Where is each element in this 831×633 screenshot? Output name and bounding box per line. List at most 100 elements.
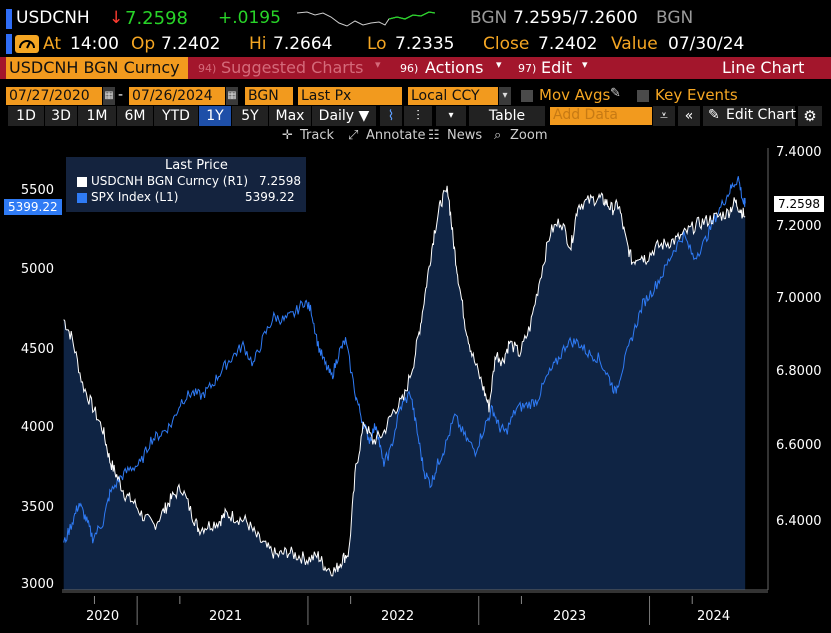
last-price: 7.2598	[125, 8, 188, 29]
bid-ask: 7.2595/7.2600	[513, 8, 638, 28]
table-button[interactable]: Table	[469, 106, 545, 126]
right-tick-label: 7.2000	[776, 219, 822, 234]
add-data-placeholder: Add Data	[553, 107, 618, 123]
field-input[interactable]: Last Px	[298, 87, 402, 105]
line-chart-icon[interactable]: ⌇	[380, 106, 402, 126]
menu-bar	[0, 57, 831, 79]
high-label: Hi	[249, 34, 267, 54]
news-icon[interactable]: ☷	[428, 128, 440, 143]
start-date-input[interactable]: 07/27/2020	[6, 87, 102, 105]
collapse-icon[interactable]: «	[678, 106, 700, 126]
usdcnh-last-tag: 7.2598	[774, 196, 824, 212]
edit-chart-button[interactable]	[703, 106, 795, 126]
right-tick-label: 7.0000	[776, 291, 822, 306]
range-ytd[interactable]: YTD	[154, 106, 198, 126]
open-value: 7.2402	[161, 34, 221, 54]
usdcnh-series-line	[63, 185, 746, 577]
suggested-number: 94)	[198, 62, 217, 75]
legend-spx-value: 5399.22	[245, 190, 295, 204]
calendar-icon[interactable]: ▦	[226, 87, 238, 105]
low-label: Lo	[367, 34, 387, 54]
range-3d[interactable]: 3D	[45, 106, 77, 126]
left-tick-label: 4500	[20, 342, 54, 357]
x-tick-label: 2021	[209, 609, 243, 624]
track-tool[interactable]: Track	[300, 128, 335, 143]
legend-usdcnh: USDCNH BGN Curncy (R1)	[91, 174, 249, 188]
value-date: 07/30/24	[668, 34, 745, 54]
key-events-checkbox[interactable]	[637, 90, 649, 102]
chart-legend	[66, 157, 306, 212]
spx-last-tag: 5399.22	[4, 199, 62, 215]
add-data-input[interactable]	[550, 107, 652, 125]
pencil-icon[interactable]: ✎	[610, 86, 621, 101]
chevron-down-icon[interactable]: ▾	[499, 87, 511, 105]
end-date-input[interactable]: 07/26/2024	[129, 87, 225, 105]
legend-spx: SPX Index (L1)	[91, 190, 179, 204]
pencil-icon: ✎	[708, 107, 720, 123]
filter-icon[interactable]: ⩡	[653, 106, 675, 126]
x-tick-label: 2022	[381, 609, 415, 624]
suggested-charts-menu[interactable]: Suggested Charts	[221, 58, 364, 77]
source-input[interactable]: BGN	[245, 87, 293, 105]
gauge-icon[interactable]	[15, 35, 39, 53]
quote-source-2: BGN	[656, 8, 694, 28]
x-tick-label: 2024	[697, 609, 731, 624]
low-value: 7.2335	[395, 34, 455, 54]
news-tool[interactable]: News	[447, 128, 483, 143]
value-label: Value	[611, 34, 658, 54]
chevron-down-icon[interactable]: ▾	[496, 58, 502, 71]
range-1d[interactable]: 1D	[8, 106, 44, 126]
calendar-icon[interactable]: ▦	[103, 87, 115, 105]
right-tick-label: 6.4000	[776, 514, 822, 529]
open-label: Op	[131, 34, 156, 54]
range-5y[interactable]: 5Y	[232, 106, 268, 126]
edit-number: 97)	[518, 62, 537, 75]
left-tick-label: 3500	[20, 500, 54, 515]
currency-select[interactable]: Local CCY	[408, 87, 498, 105]
security-field[interactable]: USDCNH BGN Curncy	[6, 57, 188, 79]
close-label: Close	[483, 34, 530, 54]
row-marker	[6, 34, 12, 54]
high-value: 7.2664	[273, 34, 333, 54]
spx-series-line	[63, 176, 746, 544]
mov-avgs-label[interactable]: Mov Avgs	[539, 86, 611, 104]
annotate-icon[interactable]: ⤢	[348, 128, 359, 143]
right-tick-label: 6.6000	[776, 438, 822, 453]
zoom-icon[interactable]: ⌕	[494, 128, 502, 143]
ticker-symbol[interactable]: USDCNH	[16, 8, 90, 28]
crosshair-icon[interactable]: ✛	[282, 128, 293, 143]
ticker-marker	[6, 9, 12, 29]
annotate-tool[interactable]: Annotate	[366, 128, 426, 143]
at-label: At	[43, 34, 61, 54]
gear-icon[interactable]: ⚙	[798, 106, 822, 126]
key-events-label[interactable]: Key Events	[655, 86, 738, 104]
range-1m[interactable]: 1M	[78, 106, 116, 126]
bar-style-icon[interactable]: ⫶	[404, 106, 432, 126]
actions-number: 96)	[400, 62, 419, 75]
mov-avgs-checkbox[interactable]	[521, 90, 533, 102]
range-1y[interactable]: 1Y	[199, 106, 231, 126]
legend-usdcnh-value: 7.2598	[259, 174, 301, 188]
actions-menu[interactable]: Actions	[425, 58, 484, 77]
sparkline	[297, 11, 435, 27]
quote-source: BGN	[470, 8, 508, 28]
left-tick-label: 4000	[20, 420, 54, 435]
x-tick-label: 2020	[86, 609, 120, 624]
chevron-down-icon[interactable]: ▾	[375, 58, 381, 71]
frequency-select[interactable]: Daily ▼	[312, 106, 376, 126]
chart-type-label[interactable]: Line Chart	[722, 58, 805, 77]
right-tick-label: 7.4000	[776, 145, 822, 160]
zoom-tool[interactable]: Zoom	[510, 128, 548, 143]
usdcnh-area	[63, 185, 746, 591]
chevron-down-icon[interactable]: ▾	[436, 106, 466, 126]
edit-menu[interactable]: Edit	[541, 58, 572, 77]
chevron-down-icon[interactable]: ▾	[582, 58, 588, 71]
legend-title: Last Price	[165, 158, 228, 173]
x-tick-label: 2023	[553, 609, 587, 624]
edit-chart-label: Edit Chart	[726, 107, 797, 123]
range-6m[interactable]: 6M	[117, 106, 153, 126]
left-tick-label: 3000	[20, 577, 54, 592]
down-arrow-icon: ↓	[109, 8, 124, 28]
range-max[interactable]: Max	[269, 106, 311, 126]
